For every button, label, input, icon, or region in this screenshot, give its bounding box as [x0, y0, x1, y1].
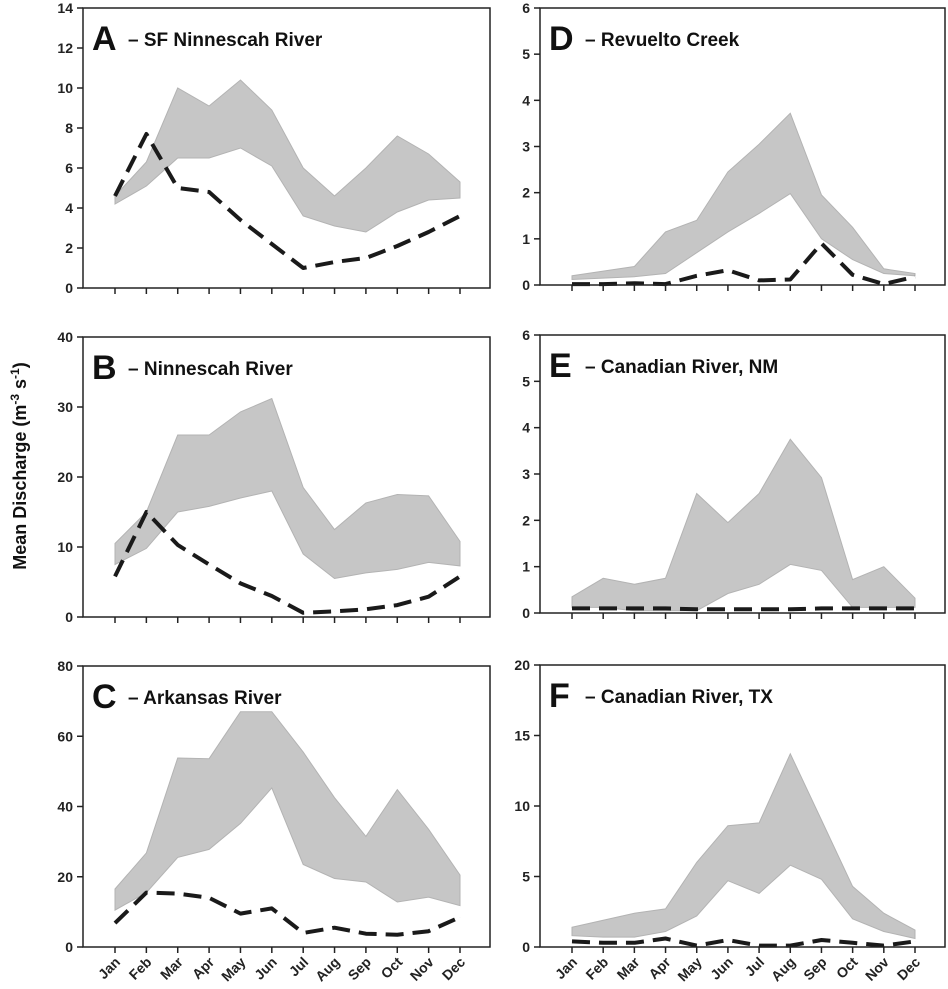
x-tick-label-c-feb: Feb	[126, 954, 155, 983]
y-tick-label-a-14: 14	[57, 0, 73, 16]
y-tick-label-e-1: 1	[522, 559, 530, 575]
panel-d: 0 1 2 3 4 5 6 D – Revuelto Creek	[522, 0, 946, 293]
x-tick-label-c-jun: Jun	[251, 954, 280, 983]
y-tick-label-a-4: 4	[65, 200, 73, 216]
panel-title-d: – Revuelto Creek	[585, 30, 740, 51]
y-tick-label-e-0: 0	[522, 605, 530, 621]
x-tick-label-f-aug: Aug	[768, 954, 799, 985]
y-tick-label-f-20: 20	[514, 657, 530, 673]
y-tick-label-d-4: 4	[522, 92, 530, 108]
x-tick-label-c-sep: Sep	[345, 954, 374, 983]
panel-title-f: – Canadian River, TX	[585, 687, 773, 708]
y-tick-label-a-12: 12	[57, 40, 73, 56]
x-tick-label-c-oct: Oct	[378, 954, 406, 982]
panel-b: 0 10 20 30 40 B – Ninnescah River	[57, 329, 491, 625]
panel-c: 0 20 40 60 80 Jan Feb Mar Apr May Jun Jul Aug Sep Oct N…	[57, 658, 491, 985]
x-tick-label-f-dec: Dec	[894, 954, 924, 984]
y-tick-label-c-20: 20	[57, 869, 73, 885]
x-tick-label-f-jul: Jul	[742, 954, 768, 980]
y-tick-label-b-40: 40	[57, 329, 73, 345]
x-tick-label-c-jul: Jul	[286, 954, 312, 980]
y-tick-label-f-5: 5	[522, 869, 530, 885]
y-tick-label-a-2: 2	[65, 240, 73, 256]
x-tick-label-c-may: May	[218, 954, 249, 985]
y-tick-label-e-4: 4	[522, 420, 530, 436]
y-tick-label-e-3: 3	[522, 466, 530, 482]
band-area-f	[571, 752, 916, 940]
panel-letter-d: D	[549, 20, 574, 58]
y-tick-label-d-5: 5	[522, 46, 530, 62]
y-tick-label-d-3: 3	[522, 139, 530, 155]
panel-letter-f: F	[549, 677, 570, 715]
discharge-line-b	[113, 510, 462, 615]
band-area-c	[114, 711, 461, 911]
y-tick-label-c-40: 40	[57, 799, 73, 815]
discharge-line-e	[572, 606, 915, 612]
panel-title-b: – Ninnescah River	[128, 359, 293, 380]
x-tick-label-c-aug: Aug	[312, 954, 343, 985]
band-area-d	[571, 112, 916, 281]
y-tick-label-a-6: 6	[65, 160, 73, 176]
y-tick-label-b-30: 30	[57, 399, 73, 415]
panel-a: 0 2 4 6 8 10 12 14 A – SF Ninnescah River	[57, 0, 491, 296]
y-tick-label-b-20: 20	[57, 469, 73, 485]
y-tick-label-f-10: 10	[514, 798, 530, 814]
x-tick-label-c-apr: Apr	[189, 953, 218, 982]
band-area-b	[114, 397, 461, 580]
panel-letter-a: A	[92, 20, 117, 58]
x-tick-label-c-jan: Jan	[95, 954, 123, 982]
x-tick-label-c-dec: Dec	[439, 954, 469, 984]
y-tick-label-d-6: 6	[522, 0, 530, 16]
x-tick-label-f-may: May	[674, 954, 705, 985]
y-tick-label-c-60: 60	[57, 728, 73, 744]
panel-letter-e: E	[549, 347, 572, 385]
y-axis-title: Mean Discharge (m-3 s-1)	[8, 362, 30, 569]
y-tick-label-c-80: 80	[57, 658, 73, 674]
x-tick-label-c-mar: Mar	[157, 953, 186, 982]
y-tick-label-a-10: 10	[57, 80, 73, 96]
x-tick-label-c-nov: Nov	[407, 954, 437, 984]
x-tick-label-f-jan: Jan	[552, 954, 580, 982]
panel-e: 0 1 2 3 4 5 6 E – Canadian River, NM	[522, 327, 946, 621]
panel-title-e: – Canadian River, NM	[585, 357, 778, 378]
x-tick-label-f-jun: Jun	[707, 954, 736, 983]
x-tick-label-f-mar: Mar	[614, 953, 643, 982]
y-tick-label-f-15: 15	[514, 728, 530, 744]
discharge-line-d	[572, 241, 916, 287]
x-tick-label-f-feb: Feb	[582, 954, 611, 983]
band-area-e	[571, 438, 916, 612]
plot-frame-a	[82, 7, 491, 289]
y-tick-label-b-0: 0	[65, 609, 73, 625]
y-tick-label-a-0: 0	[65, 280, 73, 296]
y-tick-label-d-2: 2	[522, 185, 530, 201]
discharge-line-a	[113, 132, 461, 270]
panel-f: 0 5 10 15 20 Jan Feb Mar Apr May Jun Jul Aug Sep Oct No…	[514, 657, 946, 985]
y-tick-label-e-2: 2	[522, 512, 530, 528]
discharge-line-c	[113, 890, 461, 937]
y-tick-label-d-1: 1	[522, 231, 530, 247]
y-tick-label-a-8: 8	[65, 120, 73, 136]
y-tick-label-e-6: 6	[522, 327, 530, 343]
panel-title-c: – Arkansas River	[128, 688, 282, 709]
x-tick-label-f-oct: Oct	[833, 954, 861, 982]
x-tick-label-f-sep: Sep	[800, 954, 829, 983]
panel-letter-c: C	[92, 678, 117, 716]
y-tick-label-c-0: 0	[65, 939, 73, 955]
y-tick-label-e-5: 5	[522, 373, 530, 389]
y-tick-label-b-10: 10	[57, 539, 73, 555]
x-tick-label-f-nov: Nov	[862, 954, 892, 984]
y-tick-label-f-0: 0	[522, 939, 530, 955]
band-area-a	[114, 79, 461, 233]
panel-title-a: – SF Ninnescah River	[128, 30, 323, 51]
panel-letter-b: B	[92, 349, 117, 387]
x-tick-label-f-apr: Apr	[645, 953, 674, 982]
discharge-line-f	[571, 936, 916, 948]
y-tick-label-d-0: 0	[522, 277, 530, 293]
